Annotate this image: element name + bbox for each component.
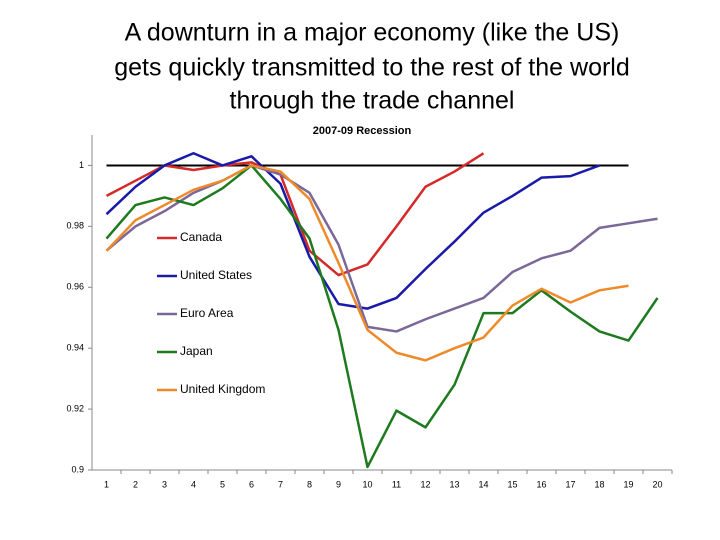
x-tick-label: 9 — [336, 479, 341, 489]
y-tick-label: 1 — [79, 160, 84, 170]
x-tick-label: 10 — [362, 479, 372, 489]
x-tick-label: 5 — [220, 479, 225, 489]
legend-label: Canada — [180, 230, 222, 244]
series-line — [105, 152, 600, 310]
y-tick-label: 0.98 — [66, 221, 84, 231]
x-tick-label: 3 — [162, 479, 167, 489]
x-tick-label: 6 — [249, 479, 254, 489]
title-line: through the trade channel — [230, 87, 515, 115]
title-line: A downturn in a major economy (like the … — [125, 19, 620, 47]
y-tick-label: 0.96 — [66, 282, 84, 292]
legend-label: United Kingdom — [180, 382, 265, 396]
x-tick-label: 16 — [536, 479, 546, 489]
x-tick-label: 8 — [307, 479, 312, 489]
x-tick-label: 19 — [623, 479, 633, 489]
x-tick-label: 20 — [652, 479, 662, 489]
series-line — [105, 164, 658, 333]
x-tick-label: 15 — [507, 479, 517, 489]
y-tick-label: 0.94 — [66, 343, 84, 353]
x-tick-label: 2 — [133, 479, 138, 489]
legend-label: Japan — [180, 344, 213, 358]
legend-label: Euro Area — [180, 306, 234, 320]
x-tick-label: 7 — [278, 479, 283, 489]
title-line: gets quickly transmitted to the rest of … — [114, 54, 630, 82]
x-tick-label: 17 — [565, 479, 575, 489]
x-tick-label: 1 — [104, 479, 109, 489]
series-line — [105, 164, 659, 469]
x-tick-label: 11 — [392, 479, 401, 489]
legend-label: United States — [180, 268, 252, 282]
series-line — [105, 164, 629, 362]
x-tick-label: 18 — [594, 479, 604, 489]
series-line — [105, 152, 485, 277]
y-tick-label: 0.92 — [66, 403, 84, 413]
x-tick-label: 14 — [478, 479, 488, 489]
x-tick-label: 12 — [420, 479, 430, 489]
x-tick-label: 4 — [191, 479, 196, 489]
y-tick-label: 0.9 — [71, 464, 84, 474]
chart-subtitle: 2007-09 Recession — [313, 125, 412, 137]
x-tick-label: 13 — [449, 479, 459, 489]
